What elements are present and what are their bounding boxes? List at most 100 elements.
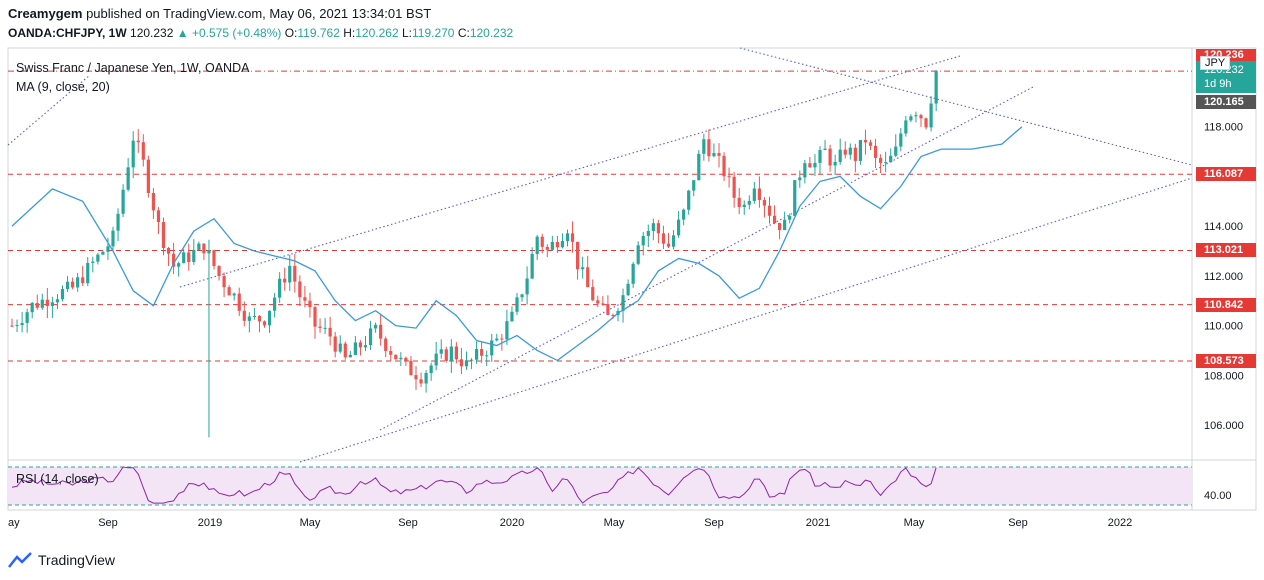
- chart-title: Swiss Franc / Japanese Yen, 1W, OANDA: [16, 61, 250, 75]
- candle: [449, 346, 453, 361]
- candle: [399, 357, 403, 360]
- candle: [10, 325, 14, 327]
- candle: [439, 349, 443, 354]
- ma-legend[interactable]: MA (9, close, 20): [16, 80, 110, 94]
- candle: [722, 155, 726, 177]
- x-tick: 2021: [806, 517, 830, 529]
- candle: [389, 351, 393, 355]
- candle: [121, 189, 125, 214]
- x-tick: Sep: [1008, 517, 1028, 529]
- candle: [172, 253, 176, 267]
- level-tag: 116.087: [1196, 167, 1256, 182]
- candle: [813, 162, 817, 168]
- candle: [889, 155, 893, 163]
- candle: [712, 153, 716, 157]
- candle: [636, 245, 640, 264]
- candle: [126, 167, 130, 190]
- candle: [697, 153, 701, 181]
- candle: [757, 188, 761, 200]
- candle: [30, 302, 34, 313]
- candle: [384, 338, 388, 352]
- candle: [273, 297, 277, 311]
- price-change: ▲ +0.575 (+0.48%): [176, 26, 282, 40]
- candle: [631, 263, 635, 284]
- candle: [707, 139, 711, 157]
- candle: [247, 316, 251, 321]
- candle: [469, 359, 474, 361]
- candle: [651, 223, 655, 231]
- candle: [212, 250, 216, 267]
- candle: [500, 338, 504, 340]
- candle: [283, 278, 287, 283]
- candle: [793, 180, 797, 216]
- high-label: H:: [343, 26, 356, 40]
- candle: [934, 71, 938, 104]
- candle: [419, 379, 423, 384]
- candle: [924, 118, 928, 128]
- candle: [293, 265, 297, 282]
- open-label: O:: [284, 26, 298, 40]
- candle: [116, 213, 120, 231]
- candle: [480, 349, 484, 356]
- candle: [187, 252, 191, 262]
- author: Creamygem: [8, 6, 83, 21]
- candle: [379, 324, 383, 339]
- candle: [71, 281, 75, 288]
- trend-line: [299, 177, 1193, 463]
- candle: [702, 139, 706, 154]
- candle: [621, 295, 625, 311]
- candle: [35, 302, 39, 308]
- candle: [747, 200, 751, 205]
- candle: [823, 148, 827, 150]
- y-tick: 110.000: [1204, 321, 1243, 333]
- candle: [252, 315, 256, 317]
- candle: [374, 324, 378, 329]
- candle: [65, 281, 70, 290]
- ma-line: [11, 126, 1023, 362]
- candle: [459, 359, 464, 367]
- candle: [358, 342, 363, 348]
- candle: [626, 283, 630, 296]
- ohlc-line: OANDA:CHFJPY, 1W 120.232 ▲ +0.575 (+0.48…: [8, 26, 513, 40]
- candle: [313, 307, 317, 327]
- x-tick: 2022: [1108, 517, 1132, 529]
- candle: [848, 147, 852, 155]
- candle: [475, 349, 479, 360]
- candle: [879, 157, 883, 163]
- candle: [96, 254, 100, 262]
- candle: [207, 250, 211, 254]
- low-label: L:: [401, 26, 412, 40]
- candle: [278, 278, 282, 298]
- candle: [454, 346, 458, 360]
- candle: [565, 233, 570, 241]
- candle: [555, 241, 559, 248]
- candle: [444, 349, 448, 361]
- brand[interactable]: TradingView: [8, 552, 115, 568]
- y-tick: 108.000: [1204, 370, 1244, 382]
- candle: [560, 240, 565, 248]
- rsi-legend[interactable]: RSI (14, close): [16, 472, 99, 486]
- candle: [40, 299, 44, 308]
- candle: [929, 103, 933, 128]
- candle: [606, 304, 610, 315]
- candle: [853, 147, 857, 161]
- candle: [227, 287, 231, 296]
- tradingview-logo-icon: [8, 552, 32, 568]
- candle: [298, 281, 302, 298]
- candle: [257, 315, 262, 322]
- candle: [803, 163, 807, 178]
- candle: [591, 287, 595, 301]
- publish-info: published on TradingView.com, May 06, 20…: [86, 6, 432, 21]
- candle: [333, 336, 337, 352]
- candle: [197, 243, 201, 250]
- candle: [131, 140, 135, 168]
- candle: [232, 293, 236, 296]
- candle: [677, 219, 681, 236]
- ma-value-tag: 120.165: [1196, 95, 1256, 109]
- candle: [788, 215, 792, 220]
- candle: [424, 373, 428, 384]
- candle: [318, 326, 322, 328]
- open-value: 119.762: [297, 26, 340, 40]
- currency-badge[interactable]: JPY: [1200, 56, 1231, 70]
